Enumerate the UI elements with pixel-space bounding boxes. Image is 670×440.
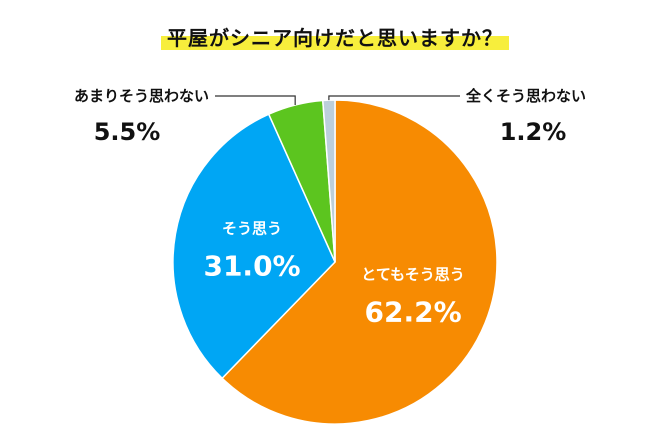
slice-value-2: 5.5% (94, 118, 161, 146)
title-highlight (161, 36, 509, 50)
chart-title-text: 平屋がシニア向けだと思いますか？ (167, 26, 503, 50)
slice-value-3: 1.2% (500, 118, 567, 146)
leader-line-3 (328, 95, 460, 101)
slice-value-0: 62.2% (364, 296, 461, 329)
slice-label-2: あまりそう思わない (74, 87, 209, 105)
chart-title: 平屋がシニア向けだと思いますか？ (161, 22, 509, 51)
slice-value-1: 31.0% (203, 249, 300, 282)
pie-slice-0 (221, 99, 498, 425)
slice-label-1: そう思う (222, 219, 282, 237)
slice-label-0: とてもそう思う (361, 266, 465, 284)
slice-label-3: 全くそう思わない (465, 87, 586, 105)
leader-line-2 (215, 95, 296, 105)
chart-title-wrap: 平屋がシニア向けだと思いますか？ (0, 22, 670, 51)
pie-slice-1 (172, 113, 336, 380)
